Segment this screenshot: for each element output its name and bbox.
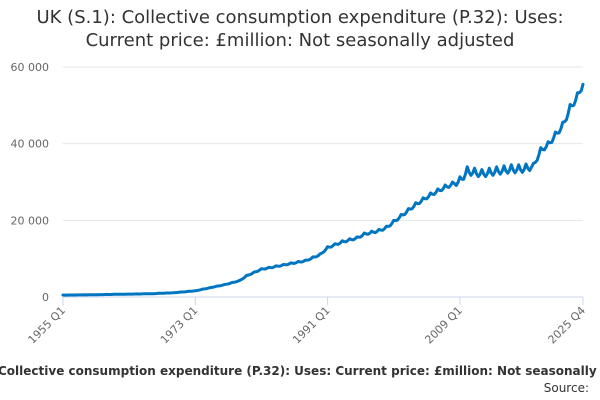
x-tick-label: 1955 Q1	[26, 304, 69, 347]
series-line	[61, 82, 585, 297]
y-tick-label: 60 000	[11, 61, 50, 74]
x-tick-label: 1973 Q1	[158, 304, 201, 347]
legend-series-label[interactable]: Collective consumption expenditure (P.32…	[0, 364, 600, 378]
source-label: Source:	[543, 381, 589, 395]
y-tick-label: 40 000	[11, 138, 50, 151]
x-tick-label: 2009 Q1	[422, 304, 465, 347]
chart-title-line-1: UK (S.1): Collective consumption expendi…	[36, 7, 564, 28]
x-tick-label: 2025 Q4	[546, 304, 589, 347]
y-tick-label: 20 000	[11, 214, 50, 227]
y-tick-label: 0	[42, 291, 49, 304]
legend[interactable]: Collective consumption expenditure (P.32…	[0, 364, 600, 382]
x-tick-label: 1991 Q1	[290, 304, 333, 347]
chart-title: UK (S.1): Collective consumption expendi…	[0, 6, 600, 52]
chart-title-line-2: Current price: £million: Not seasonally …	[85, 30, 515, 51]
